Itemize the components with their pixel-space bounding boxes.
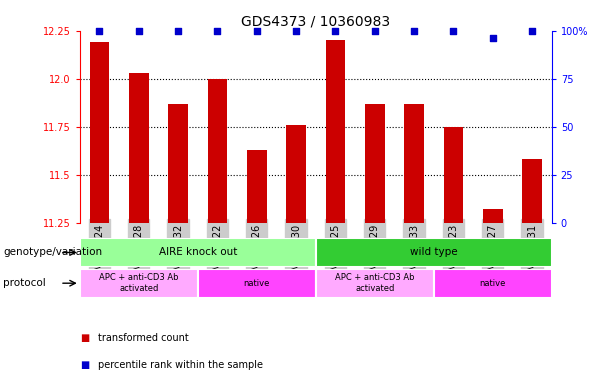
Text: percentile rank within the sample: percentile rank within the sample: [98, 360, 263, 370]
Text: APC + anti-CD3 Ab
activated: APC + anti-CD3 Ab activated: [335, 273, 414, 293]
Text: wild type: wild type: [410, 247, 457, 258]
Bar: [197, 269, 316, 298]
Bar: [522, 159, 542, 223]
Bar: [247, 150, 267, 223]
Text: APC + anti-CD3 Ab
activated: APC + anti-CD3 Ab activated: [99, 273, 178, 293]
Point: [527, 28, 537, 34]
Point: [409, 28, 419, 34]
Text: ■: ■: [80, 333, 89, 343]
Bar: [129, 73, 148, 223]
Point: [291, 28, 301, 34]
Text: protocol: protocol: [3, 278, 46, 288]
Point: [449, 28, 459, 34]
Bar: [434, 269, 552, 298]
Bar: [326, 40, 345, 223]
Text: native: native: [243, 279, 270, 288]
Bar: [444, 127, 463, 223]
Point: [173, 28, 183, 34]
Bar: [89, 42, 109, 223]
Text: ■: ■: [80, 360, 89, 370]
Text: transformed count: transformed count: [98, 333, 189, 343]
Point: [134, 28, 143, 34]
Point: [370, 28, 379, 34]
Point: [213, 28, 223, 34]
Text: native: native: [479, 279, 506, 288]
Title: GDS4373 / 10360983: GDS4373 / 10360983: [241, 14, 390, 28]
Bar: [483, 209, 503, 223]
Text: AIRE knock out: AIRE knock out: [159, 247, 237, 258]
Bar: [80, 269, 197, 298]
Bar: [365, 104, 384, 223]
Point: [488, 35, 498, 41]
Bar: [316, 269, 434, 298]
Bar: [404, 104, 424, 223]
Point: [94, 28, 104, 34]
Bar: [286, 125, 306, 223]
Point: [330, 28, 340, 34]
Bar: [80, 238, 316, 267]
Bar: [208, 79, 227, 223]
Bar: [168, 104, 188, 223]
Text: genotype/variation: genotype/variation: [3, 247, 102, 257]
Bar: [316, 238, 552, 267]
Point: [252, 28, 262, 34]
